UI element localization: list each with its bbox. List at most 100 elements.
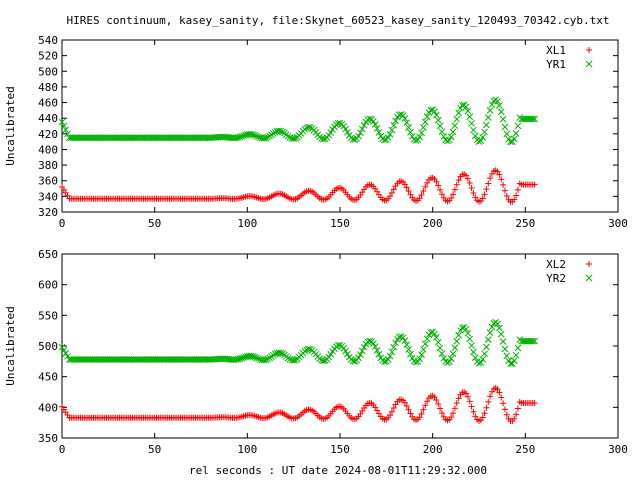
cross-marker-b (64, 130, 71, 138)
cross-marker-b (458, 324, 466, 332)
cross-marker-b (514, 344, 522, 352)
data-point (240, 354, 247, 361)
data-point (488, 323, 496, 331)
y-tick-label: 400 (38, 143, 58, 156)
cross-marker-b (433, 111, 440, 119)
cross-marker-b (407, 350, 414, 358)
data-point (436, 122, 444, 130)
y-tick-label: 440 (38, 112, 58, 125)
data-point (407, 128, 414, 136)
data-point (470, 190, 477, 197)
cross-marker-b (253, 132, 260, 140)
data-point (427, 106, 435, 114)
cross-marker-b (509, 360, 516, 367)
data-point (292, 356, 299, 364)
bottom-panel: 0 50 100 150 200 250 300 350 400 450 500 550 600 650 U… (4, 248, 628, 456)
data-point (375, 129, 383, 136)
data-point (290, 135, 298, 143)
cross-marker-b (305, 345, 312, 353)
data-point (471, 132, 479, 140)
data-point (358, 347, 366, 355)
data-point (370, 118, 377, 125)
data-point (399, 112, 407, 119)
data-point (450, 410, 457, 417)
data-point (497, 108, 505, 116)
data-point (503, 352, 511, 360)
cross-marker-b (381, 136, 388, 144)
data-point (488, 101, 496, 108)
cross-marker-b (251, 131, 259, 139)
data-point (407, 410, 414, 417)
data-point (262, 356, 270, 364)
data-point (449, 350, 457, 358)
data-point (401, 399, 408, 406)
cross-marker-b (497, 330, 505, 338)
data-point (445, 136, 453, 144)
legend-label: YR2 (546, 272, 566, 285)
y-tick-label: 450 (38, 371, 58, 384)
cross-marker-b (436, 122, 444, 130)
data-point (381, 136, 388, 144)
data-point (251, 353, 259, 361)
cross-marker-b (440, 354, 448, 362)
x-tick-label: 200 (423, 443, 443, 456)
data-point (531, 181, 538, 188)
data-point (421, 118, 429, 126)
data-point (423, 113, 431, 120)
cross-marker-b (418, 129, 425, 137)
cross-marker-b (275, 349, 283, 357)
cross-marker-b (529, 337, 537, 345)
data-point (381, 358, 388, 366)
data-point (416, 414, 423, 421)
data-point (374, 407, 381, 414)
data-point (529, 337, 537, 345)
data-point (470, 348, 477, 356)
cross-marker-b (477, 359, 485, 366)
data-point (483, 186, 490, 193)
data-point (455, 177, 462, 184)
data-point (471, 354, 479, 362)
cross-marker-b (366, 115, 374, 123)
cross-marker-b (395, 333, 403, 341)
cross-marker-b (264, 133, 272, 141)
cross-marker-b (510, 135, 518, 143)
cross-marker-b (277, 127, 285, 135)
data-point (286, 134, 294, 141)
y-tick-label: 350 (38, 432, 58, 445)
cross-marker-b (477, 137, 485, 145)
data-point (306, 345, 314, 353)
cross-marker-b (358, 347, 366, 355)
data-point (463, 390, 470, 397)
data-point (388, 408, 395, 415)
data-point (405, 124, 412, 131)
cross-marker-b (342, 125, 349, 133)
x-tick-label: 250 (515, 443, 535, 456)
data-point (435, 401, 442, 408)
cross-marker-b (505, 357, 513, 365)
data-point (431, 108, 438, 115)
data-point (342, 347, 349, 355)
data-point (388, 126, 396, 134)
data-point (513, 192, 520, 199)
cross-marker-b (399, 112, 407, 119)
cross-marker-b (392, 117, 399, 125)
y-tick-label: 380 (38, 159, 58, 172)
cross-marker-b (401, 115, 409, 122)
data-point (496, 171, 503, 178)
data-point (464, 393, 471, 400)
data-point (384, 134, 392, 142)
cross-marker-b (249, 131, 257, 139)
cross-marker-b (512, 129, 520, 137)
data-point (372, 404, 379, 411)
cross-marker-b (221, 133, 229, 141)
x-tick-label: 300 (608, 217, 628, 230)
data-point (420, 406, 427, 413)
data-point (427, 329, 435, 336)
cross-marker-b (223, 133, 231, 141)
cross-marker-b (512, 351, 520, 359)
data-point (531, 337, 538, 345)
data-point (249, 131, 257, 139)
y-tick-label: 340 (38, 190, 58, 203)
cross-marker-b (271, 128, 279, 136)
data-point (424, 398, 431, 405)
